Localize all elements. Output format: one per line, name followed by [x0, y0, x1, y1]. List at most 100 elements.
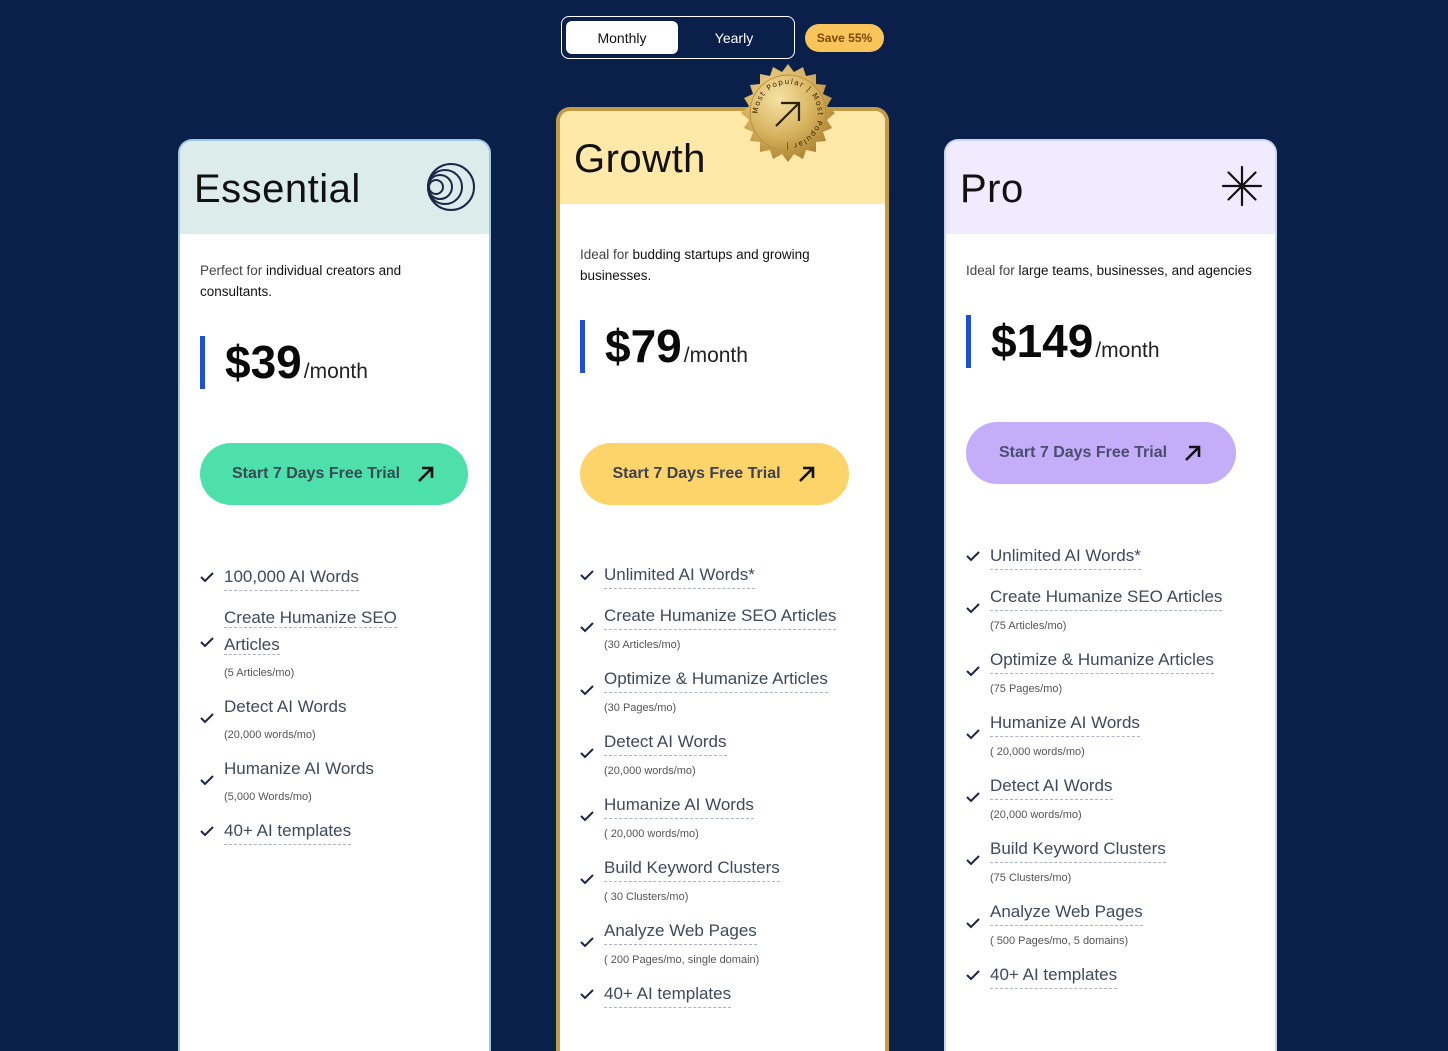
asterisk-star-icon	[1221, 165, 1263, 212]
check-icon	[580, 810, 604, 822]
list-item: Detect AI Words (20,000 words/mo)	[966, 772, 1255, 822]
plan-description: Ideal for large teams, businesses, and a…	[966, 260, 1255, 281]
check-icon	[966, 917, 990, 929]
price-period: /month	[683, 344, 748, 367]
check-icon	[580, 873, 604, 885]
check-icon	[966, 791, 990, 803]
price: $79	[605, 320, 682, 372]
feature-name[interactable]: Optimize & Humanize Articles	[990, 646, 1214, 674]
feature-name[interactable]: Build Keyword Clusters	[604, 854, 780, 882]
check-icon	[200, 636, 224, 648]
check-icon	[966, 728, 990, 740]
feature-detail: ( 20,000 words/mo)	[990, 746, 1085, 758]
plan-description: Perfect for individual creators and cons…	[200, 260, 469, 302]
feature-name[interactable]: Unlimited AI Words*	[604, 561, 755, 589]
arrow-up-right-icon	[797, 464, 817, 484]
feature-name[interactable]: Analyze Web Pages	[604, 917, 757, 945]
plan-name: Growth	[574, 137, 706, 181]
list-item: Analyze Web Pages ( 500 Pages/mo, 5 domai…	[966, 898, 1255, 948]
cta-label: Start 7 Days Free Trial	[612, 465, 781, 482]
plan-header: Growth	[560, 111, 885, 204]
start-trial-button[interactable]: Start 7 Days Free Trial	[966, 422, 1236, 484]
list-item: Detect AI Words (20,000 words/mo)	[200, 693, 469, 742]
arrow-up-right-icon	[1183, 443, 1203, 463]
list-item: Create Humanize SEO Articles (75 Articles…	[966, 583, 1255, 633]
feature-detail: (20,000 words/mo)	[224, 729, 316, 741]
list-item: Create Humanize SEO Articles (5 Articles/…	[200, 604, 469, 680]
save-badge: Save 55%	[805, 24, 884, 52]
plan-name: Essential	[194, 167, 361, 211]
list-item: Humanize AI Words ( 20,000 words/mo)	[580, 791, 865, 841]
plan-description: Ideal for budding startups and growing b…	[580, 244, 865, 286]
check-icon	[580, 621, 604, 633]
feature-detail: ( 30 Clusters/mo)	[604, 891, 689, 903]
plan-card-growth: Growth Ideal for budding startups and gr…	[556, 107, 889, 1051]
feature-detail: (75 Pages/mo)	[990, 683, 1063, 695]
plan-name: Pro	[960, 167, 1024, 211]
feature-detail: (75 Articles/mo)	[990, 620, 1067, 632]
desc-prefix: Ideal for	[580, 247, 633, 262]
price-row: $149 /month	[966, 315, 1255, 368]
price-row: $39 /month	[200, 336, 469, 389]
feature-name[interactable]: Build Keyword Clusters	[990, 835, 1166, 863]
check-icon	[580, 684, 604, 696]
feature-detail: (30 Articles/mo)	[604, 639, 681, 651]
feature-name[interactable]: Humanize AI Words	[604, 791, 754, 819]
desc-prefix: Ideal for	[966, 263, 1019, 278]
feature-name[interactable]: 40+ AI templates	[604, 980, 732, 1008]
feature-detail: ( 500 Pages/mo, 5 domains)	[990, 935, 1129, 947]
list-item: 100,000 AI Words	[200, 563, 469, 591]
feature-name[interactable]: Unlimited AI Words*	[990, 542, 1141, 570]
price: $149	[991, 315, 1094, 367]
monthly-option[interactable]: Monthly	[566, 21, 678, 54]
price: $39	[225, 336, 302, 388]
feature-name[interactable]: Analyze Web Pages	[990, 898, 1143, 926]
plan-header: Essential	[180, 141, 489, 234]
feature-name[interactable]: 40+ AI templates	[990, 961, 1118, 989]
start-trial-button[interactable]: Start 7 Days Free Trial	[200, 443, 468, 505]
feature-name[interactable]: Humanize AI Words	[990, 709, 1140, 737]
concentric-circles-icon	[425, 161, 477, 218]
check-icon	[200, 571, 224, 583]
feature-name[interactable]: 40+ AI templates	[224, 817, 352, 845]
yearly-option[interactable]: Yearly	[714, 29, 754, 46]
feature-name: Humanize AI Words	[224, 759, 374, 778]
start-trial-button[interactable]: Start 7 Days Free Trial	[580, 443, 849, 505]
feature-name[interactable]: Create Humanize SEO Articles	[604, 602, 837, 630]
most-popular-seal-icon: Most Popular | Most Popular |	[736, 62, 840, 166]
list-item: Optimize & Humanize Articles (75 Pages/mo…	[966, 646, 1255, 696]
feature-name[interactable]: Create Humanize SEO Articles	[990, 583, 1223, 611]
desc-main: budding startups and growing businesses.	[580, 247, 810, 283]
cta-label: Start 7 Days Free Trial	[998, 444, 1168, 461]
check-icon	[580, 569, 604, 581]
plan-card-essential: Essential Perfect for individual creator…	[178, 139, 491, 1051]
check-icon	[966, 665, 990, 677]
feature-detail: ( 20,000 words/mo)	[604, 828, 699, 840]
feature-detail: (20,000 words/mo)	[604, 765, 696, 777]
feature-name: Detect AI Words	[224, 697, 347, 716]
feature-name[interactable]: Create Humanize SEO Articles	[224, 604, 406, 658]
desc-main: individual creators and consultants.	[200, 263, 402, 299]
feature-name[interactable]: 100,000 AI Words	[224, 563, 359, 591]
list-item: Build Keyword Clusters (75 Clusters/mo)	[966, 835, 1255, 885]
check-icon	[580, 936, 604, 948]
price-period: /month	[303, 360, 368, 383]
desc-prefix: Perfect for	[200, 263, 267, 278]
arrow-up-right-icon	[416, 464, 436, 484]
list-item: 40+ AI templates	[580, 980, 865, 1008]
list-item: Analyze Web Pages ( 200 Pages/mo, single …	[580, 917, 865, 967]
feature-name[interactable]: Detect AI Words	[990, 772, 1113, 800]
feature-list: Unlimited AI Words* Create Humanize SEO …	[580, 561, 865, 1008]
check-icon	[200, 774, 224, 786]
check-icon	[966, 550, 990, 562]
check-icon	[580, 988, 604, 1000]
list-item: Detect AI Words (20,000 words/mo)	[580, 728, 865, 778]
list-item: 40+ AI templates	[966, 961, 1255, 989]
feature-detail: ( 200 Pages/mo, single domain)	[604, 954, 760, 966]
list-item: 40+ AI templates	[200, 817, 469, 845]
feature-detail: (20,000 words/mo)	[990, 809, 1082, 821]
list-item: Unlimited AI Words*	[966, 542, 1255, 570]
feature-name[interactable]: Detect AI Words	[604, 728, 727, 756]
feature-name[interactable]: Optimize & Humanize Articles	[604, 665, 828, 693]
price-row: $79 /month	[580, 320, 865, 373]
